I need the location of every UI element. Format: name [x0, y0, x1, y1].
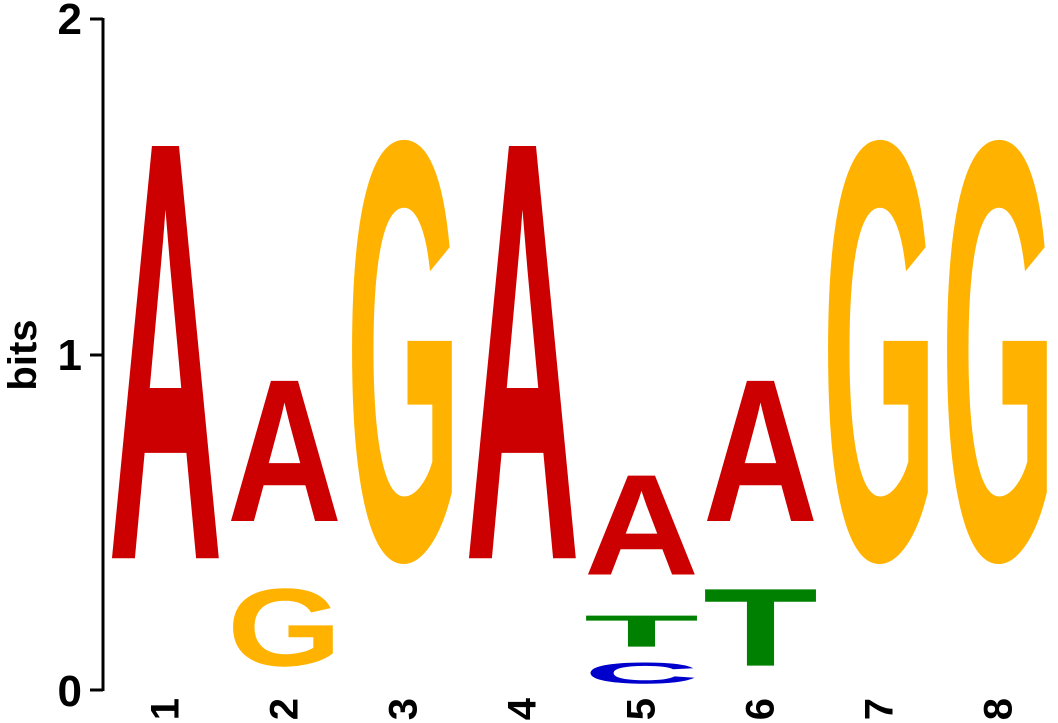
letter-G-pos-3: G: [346, 17, 461, 686]
position-label-6: 6: [739, 698, 783, 720]
y-axis-title: bits: [1, 319, 45, 390]
y-tick-label-0: 0: [58, 667, 82, 716]
letter-G-pos-8: G: [941, 17, 1056, 686]
position-labels: 1 2 3 4 5 6 7 8: [144, 697, 1021, 720]
position-label-8: 8: [977, 698, 1021, 720]
position-label-3: 3: [382, 698, 426, 720]
position-label-7: 7: [858, 698, 902, 720]
letter-A-pos-2: A: [227, 336, 342, 564]
letter-A-pos-1: A: [108, 16, 223, 686]
letter-G-pos-7: G: [822, 17, 937, 686]
letter-T-pos-5: T: [584, 606, 699, 656]
position-label-2: 2: [263, 698, 307, 720]
letter-T-pos-6: T: [703, 565, 818, 689]
letter-A-pos-5: A: [584, 446, 699, 606]
position-label-4: 4: [501, 697, 545, 720]
position-label-5: 5: [620, 698, 664, 720]
y-tick-label-2: 2: [58, 0, 82, 44]
y-axis: 2 1 0 bits: [1, 0, 105, 716]
letter-A-pos-6: A: [703, 336, 818, 564]
letter-C-pos-5: C: [584, 656, 699, 689]
letter-A-pos-4: A: [465, 16, 580, 686]
letter-G-pos-2: G: [227, 566, 342, 690]
y-tick-label-1: 1: [58, 331, 82, 380]
position-label-1: 1: [144, 698, 188, 720]
